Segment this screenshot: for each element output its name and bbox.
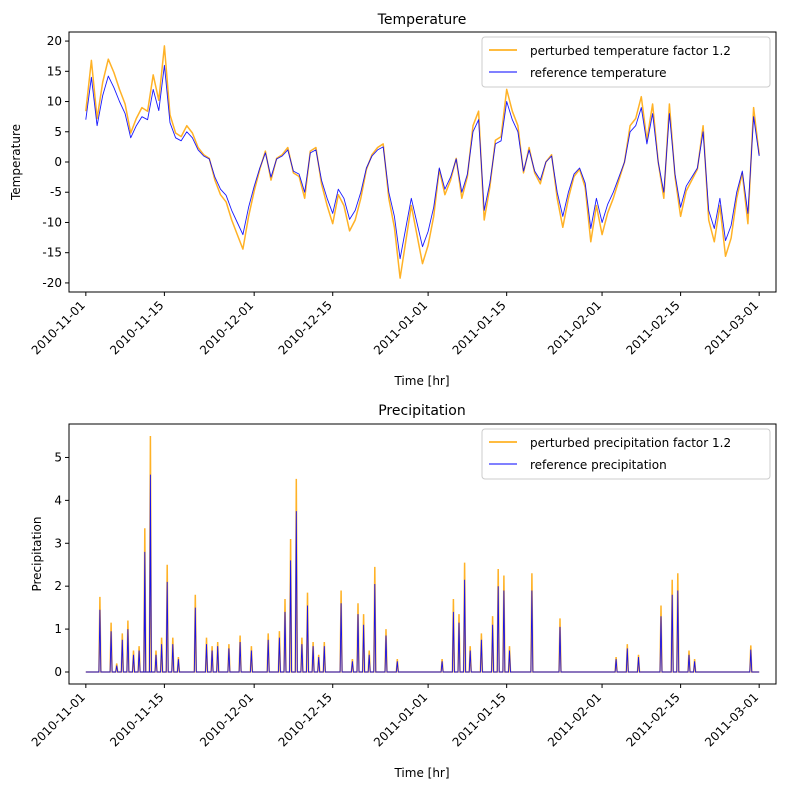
y-tick-label: 4 <box>54 493 62 507</box>
legend-label-perturbed-temperature: perturbed temperature factor 1.2 <box>530 44 731 58</box>
y-tick-label: 15 <box>47 64 62 78</box>
precipitation-x-label: Time [hr] <box>393 766 449 780</box>
temperature-legend-box <box>481 36 771 88</box>
precipitation-y-label: Precipitation <box>30 516 44 591</box>
precipitation-title: Precipitation <box>378 403 466 419</box>
y-tick-label: 10 <box>47 95 62 109</box>
y-tick-label: 20 <box>47 34 62 48</box>
temperature-lines <box>85 45 760 279</box>
precipitation-legend-box <box>481 428 771 480</box>
temperature-y-axis: -20 -15 -10 -5 0 5 10 15 20 <box>42 34 69 290</box>
legend-label-perturbed-precipitation: perturbed precipitation factor 1.2 <box>530 436 731 450</box>
y-tick-label: -5 <box>50 185 62 199</box>
temperature-title: Temperature <box>377 12 467 28</box>
temperature-legend: perturbed temperature factor 1.2 referen… <box>481 36 771 88</box>
reference-temperature-line <box>85 64 760 260</box>
y-tick-label: 3 <box>54 536 62 550</box>
y-tick-label: -15 <box>42 246 62 260</box>
y-tick-label: 2 <box>54 579 62 593</box>
y-tick-label: -20 <box>42 276 62 290</box>
temperature-x-label: Time [hr] <box>393 374 449 388</box>
precipitation-y-axis: 0 1 2 3 4 5 <box>54 450 69 679</box>
temperature-y-label: Temperature <box>9 124 23 201</box>
legend-label-reference-temperature: reference temperature <box>530 66 667 80</box>
y-tick-label: 5 <box>54 450 62 464</box>
precipitation-plot-frame <box>68 423 777 685</box>
reference-precipitation-line <box>85 474 760 673</box>
y-tick-label: 0 <box>54 155 62 169</box>
precipitation-legend: perturbed precipitation factor 1.2 refer… <box>481 428 771 480</box>
precipitation-lines <box>85 435 760 673</box>
y-tick-label: 1 <box>54 622 62 636</box>
y-tick-label: 5 <box>54 125 62 139</box>
y-tick-label: 0 <box>54 665 62 679</box>
y-tick-label: -10 <box>42 215 62 229</box>
temperature-plot-frame <box>68 31 777 293</box>
legend-label-reference-precipitation: reference precipitation <box>530 458 667 472</box>
perturbed-temperature-line <box>85 45 760 279</box>
